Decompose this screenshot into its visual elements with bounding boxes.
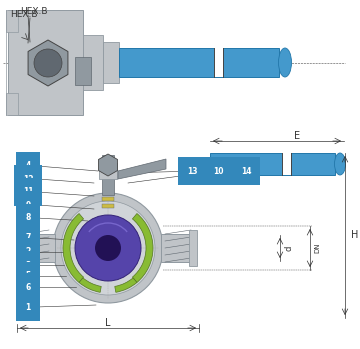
Text: 6: 6: [25, 282, 31, 291]
Polygon shape: [118, 159, 166, 179]
Text: 11: 11: [23, 187, 33, 196]
Text: 4: 4: [25, 162, 31, 171]
Bar: [189, 230, 197, 266]
Bar: [102, 197, 114, 201]
Text: 5: 5: [26, 272, 31, 281]
Text: d: d: [284, 245, 293, 251]
Bar: [282, 153, 291, 175]
Bar: [102, 204, 114, 208]
Ellipse shape: [334, 153, 346, 175]
Text: 12: 12: [23, 174, 33, 184]
Text: L: L: [105, 318, 111, 328]
Bar: [119, 48, 279, 77]
Wedge shape: [115, 278, 137, 292]
Text: 10: 10: [213, 166, 223, 176]
Polygon shape: [28, 40, 68, 86]
Bar: [161, 234, 195, 262]
Wedge shape: [132, 214, 153, 282]
Text: 2: 2: [25, 247, 31, 257]
Text: HEX.B: HEX.B: [10, 10, 37, 19]
Text: 9: 9: [25, 200, 31, 209]
Bar: [99, 163, 117, 179]
Circle shape: [34, 49, 62, 77]
Text: 13: 13: [187, 166, 197, 176]
Text: H: H: [351, 230, 358, 240]
Bar: [102, 155, 114, 195]
Polygon shape: [99, 154, 117, 176]
Bar: [214, 48, 223, 77]
Bar: [210, 153, 335, 175]
Bar: [6, 10, 18, 32]
Circle shape: [95, 235, 121, 261]
Bar: [17, 230, 25, 266]
Text: DN: DN: [314, 243, 320, 253]
Wedge shape: [79, 278, 101, 292]
Circle shape: [75, 215, 141, 281]
Text: 8: 8: [25, 214, 31, 223]
Bar: [6, 93, 18, 115]
Circle shape: [61, 201, 155, 295]
Text: HEX.B: HEX.B: [20, 7, 48, 16]
Text: 7: 7: [25, 233, 31, 243]
Ellipse shape: [279, 48, 292, 77]
Text: 3: 3: [25, 260, 31, 269]
Circle shape: [53, 193, 163, 303]
Bar: [8, 10, 83, 115]
Text: 14: 14: [241, 166, 251, 176]
Text: 1: 1: [25, 303, 31, 312]
Wedge shape: [63, 214, 84, 282]
Text: E: E: [294, 131, 300, 141]
Bar: [75, 57, 91, 85]
Bar: [21, 234, 55, 262]
Bar: [103, 42, 119, 83]
Bar: [83, 35, 103, 90]
